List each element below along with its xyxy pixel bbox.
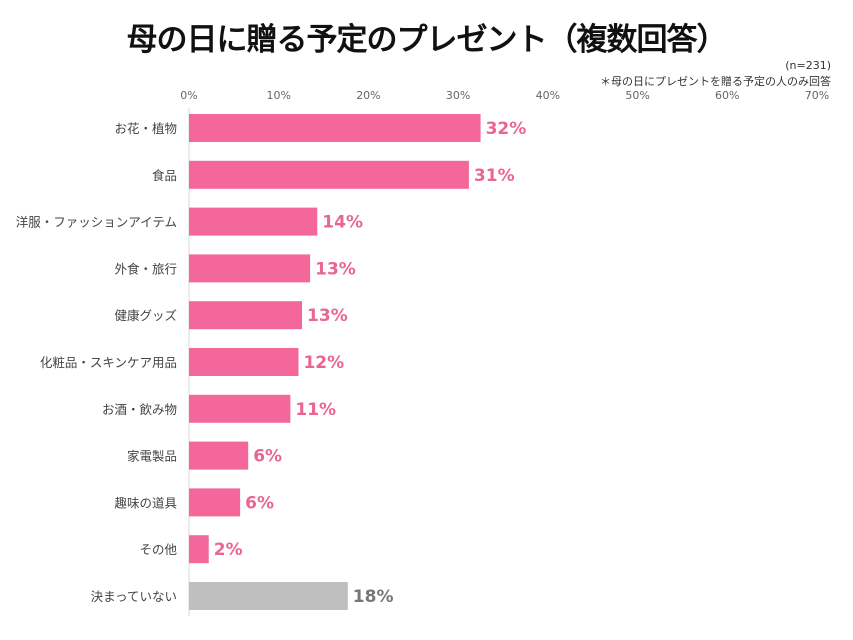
sample-size-note: (n=231) [785, 59, 831, 72]
bar [189, 348, 299, 376]
chart-title: 母の日に贈る予定のプレゼント（複数回答） [126, 22, 728, 58]
bar [189, 160, 469, 189]
category-label: 家電製品 [127, 449, 177, 464]
bar [189, 301, 303, 330]
data-label: 11% [295, 400, 336, 420]
bar [189, 582, 348, 610]
data-label: 2% [214, 540, 243, 560]
data-label: 6% [245, 493, 274, 513]
x-tick-label: 50% [625, 89, 649, 102]
category-label: 外食・旅行 [114, 261, 177, 276]
bar [189, 535, 209, 564]
bar [189, 254, 311, 283]
category-label: 決まっていない [91, 589, 177, 604]
category-label: 化粧品・スキンケア用品 [40, 355, 177, 370]
bar [189, 114, 481, 142]
data-label: 32% [486, 119, 527, 139]
bar [189, 488, 241, 517]
category-label: その他 [139, 542, 177, 557]
footnote: ＊母の日にプレゼントを贈る予定の人のみ回答 [600, 75, 831, 88]
category-label: 食品 [152, 168, 177, 183]
category-label: 洋服・ファッションアイテム [16, 215, 177, 230]
x-tick-label: 10% [266, 89, 290, 102]
bar [189, 441, 249, 470]
category-label: お花・植物 [114, 121, 177, 136]
data-label: 12% [303, 353, 344, 373]
data-label: 14% [322, 213, 363, 233]
data-label: 13% [315, 259, 356, 279]
bar [189, 394, 291, 423]
category-label: 趣味の道具 [114, 495, 177, 510]
x-tick-label: 20% [356, 89, 380, 102]
category-label: 健康グッズ [114, 308, 177, 323]
bar [189, 207, 318, 236]
data-label: 13% [307, 306, 348, 326]
x-tick-label: 30% [446, 89, 470, 102]
category-label: お酒・飲み物 [102, 402, 177, 417]
data-label: 31% [474, 166, 515, 186]
x-tick-label: 40% [536, 89, 560, 102]
data-label: 18% [353, 587, 394, 607]
x-tick-label: 70% [805, 89, 829, 102]
x-tick-label: 0% [180, 89, 197, 102]
x-tick-label: 60% [715, 89, 739, 102]
data-label: 6% [253, 447, 282, 467]
